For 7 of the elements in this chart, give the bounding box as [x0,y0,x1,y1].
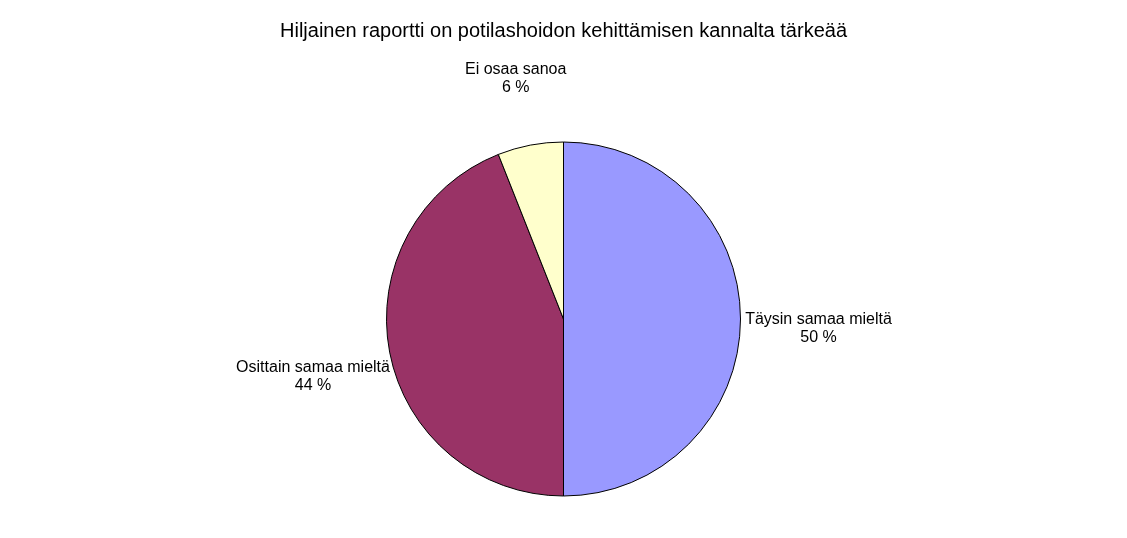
data-label: 44 % [294,375,332,393]
slice-label: Osittain samaa mieltä [236,357,391,375]
slice-label: Täysin samaa mieltä [745,310,892,327]
data-label: 50 % [800,328,837,345]
chart-title: Hiljainen raportti on potilashoidon kehittämisen kannalta tärkeää [279,18,848,41]
slice-label: Ei osaa sanoa [465,59,567,77]
data-label: 6 % [501,77,530,95]
